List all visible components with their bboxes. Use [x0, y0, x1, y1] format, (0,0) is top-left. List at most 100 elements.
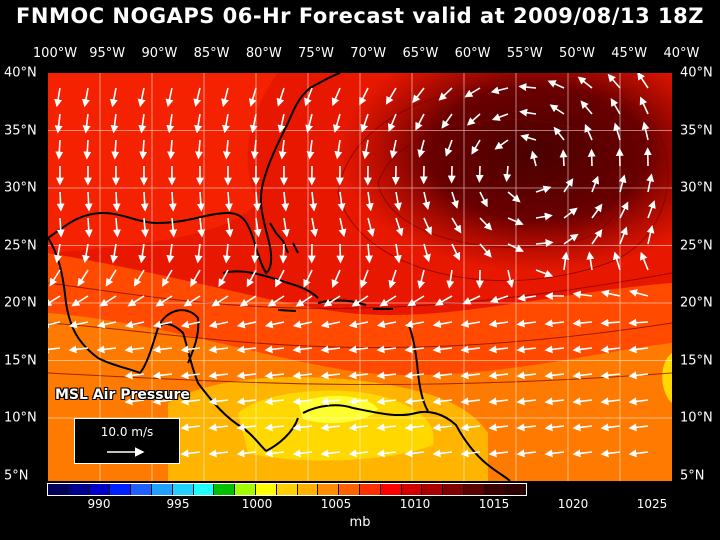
colorbar-swatch [505, 484, 527, 495]
wind-arrow [306, 139, 315, 160]
wind-arrow [82, 87, 90, 108]
wind-arrow [304, 87, 313, 107]
wind-arrow [68, 345, 89, 354]
colorbar-swatch [380, 484, 402, 495]
colorbar-swatch [318, 484, 340, 495]
wind-arrow [619, 201, 629, 219]
lesser-antilles [407, 322, 429, 412]
wind-arrow [222, 139, 231, 160]
latitude-label-left: 30°N [4, 180, 37, 196]
wind-arrow [432, 397, 453, 406]
latitude-label-right: 20°N [680, 295, 713, 311]
latitude-label-right: 30°N [680, 180, 713, 196]
wind-arrow [180, 320, 201, 329]
reference-arrow-icon [107, 447, 145, 457]
longitude-label: 90°W [141, 46, 178, 61]
wind-arrow [516, 397, 537, 406]
wind-arrow [549, 104, 565, 115]
wind-arrow [331, 87, 341, 107]
wind-arrow [84, 191, 93, 212]
wind-arrow [464, 87, 481, 98]
field-caption: MSL Air Pressure [55, 387, 190, 403]
wind-arrow [572, 449, 593, 458]
wind-arrow [438, 87, 453, 101]
wind-arrow [460, 319, 481, 328]
wind-arrow [320, 345, 341, 354]
wind-arrow [83, 139, 92, 160]
wind-arrow [248, 87, 257, 107]
wind-arrow [607, 73, 621, 89]
wind-arrow [572, 319, 593, 328]
colorbar-tick-label: 1020 [557, 497, 589, 511]
wind-arrow [166, 113, 175, 134]
wind-arrow [55, 139, 64, 160]
wind-arrow [337, 191, 346, 212]
wind-arrow [535, 239, 554, 248]
wind-arrow [224, 191, 233, 212]
wind-arrow [628, 318, 649, 327]
wind-arrow [292, 397, 313, 406]
wind-arrow [404, 345, 425, 354]
longitude-label: 50°W [559, 46, 595, 61]
wind-arrow [166, 243, 175, 264]
wind-arrow [195, 139, 204, 160]
colorbar-swatch [484, 484, 506, 495]
colorbar-tick-label: 995 [166, 497, 190, 511]
wind-arrow [169, 217, 178, 238]
latitude-label-right: 40°N [680, 65, 713, 81]
wind-arrow [376, 449, 397, 458]
wind-arrow [276, 87, 285, 107]
wind-arrow [618, 174, 627, 193]
colorbar-swatch [193, 484, 215, 495]
colorbar-swatch [110, 484, 132, 495]
wind-arrow [379, 295, 397, 307]
wind-arrow [180, 423, 201, 432]
colorbar-tick-label: 1025 [636, 497, 668, 511]
wind-arrow [218, 269, 229, 288]
colorbar-swatch [276, 484, 298, 495]
wind-arrow [389, 139, 398, 159]
wind-arrow [305, 113, 314, 134]
wind-arrow [152, 371, 173, 380]
pressure-band-yellow [238, 390, 434, 461]
wind-arrow [587, 148, 596, 167]
wind-arrow [591, 203, 603, 219]
wind-arrow [479, 191, 488, 208]
wind-arrow [360, 269, 369, 289]
wind-arrow [320, 423, 341, 432]
us-gulf-coast [48, 73, 341, 275]
wind-arrow [332, 113, 341, 133]
wind-arrow [561, 251, 570, 271]
wind-arrow [628, 397, 649, 406]
wind-arrow [488, 449, 509, 458]
wind-arrow [362, 139, 370, 160]
wind-arrow [547, 80, 565, 89]
wind-arrow [124, 320, 145, 329]
wind-arrow [451, 243, 461, 261]
colorbar-unit: mb [349, 515, 371, 530]
central-america [265, 417, 299, 452]
wind-arrow [479, 217, 493, 231]
wind-arrow [56, 217, 65, 238]
wind-arrow [404, 423, 425, 432]
wind-arrow [460, 371, 481, 380]
wind-arrow [253, 217, 262, 238]
wind-arrow [535, 185, 552, 194]
wind-arrow [600, 345, 621, 354]
wind-arrow [138, 243, 147, 264]
wind-arrow [441, 113, 453, 129]
wind-arrow [471, 139, 481, 155]
longitude-label: 60°W [454, 46, 491, 61]
wind-arrow [279, 243, 288, 264]
colorbar-swatch [131, 484, 152, 495]
wind-arrow [423, 243, 431, 263]
longitude-label: 85°W [193, 46, 230, 61]
wind-arrow [503, 165, 512, 183]
colorbar-swatch [359, 484, 381, 495]
wind-arrow [580, 100, 593, 115]
colorbar-swatch [255, 484, 277, 495]
wind-arrow [646, 173, 655, 193]
wind-arrow [460, 449, 481, 458]
wind-arrow [348, 371, 369, 380]
wind-arrow [190, 269, 201, 287]
